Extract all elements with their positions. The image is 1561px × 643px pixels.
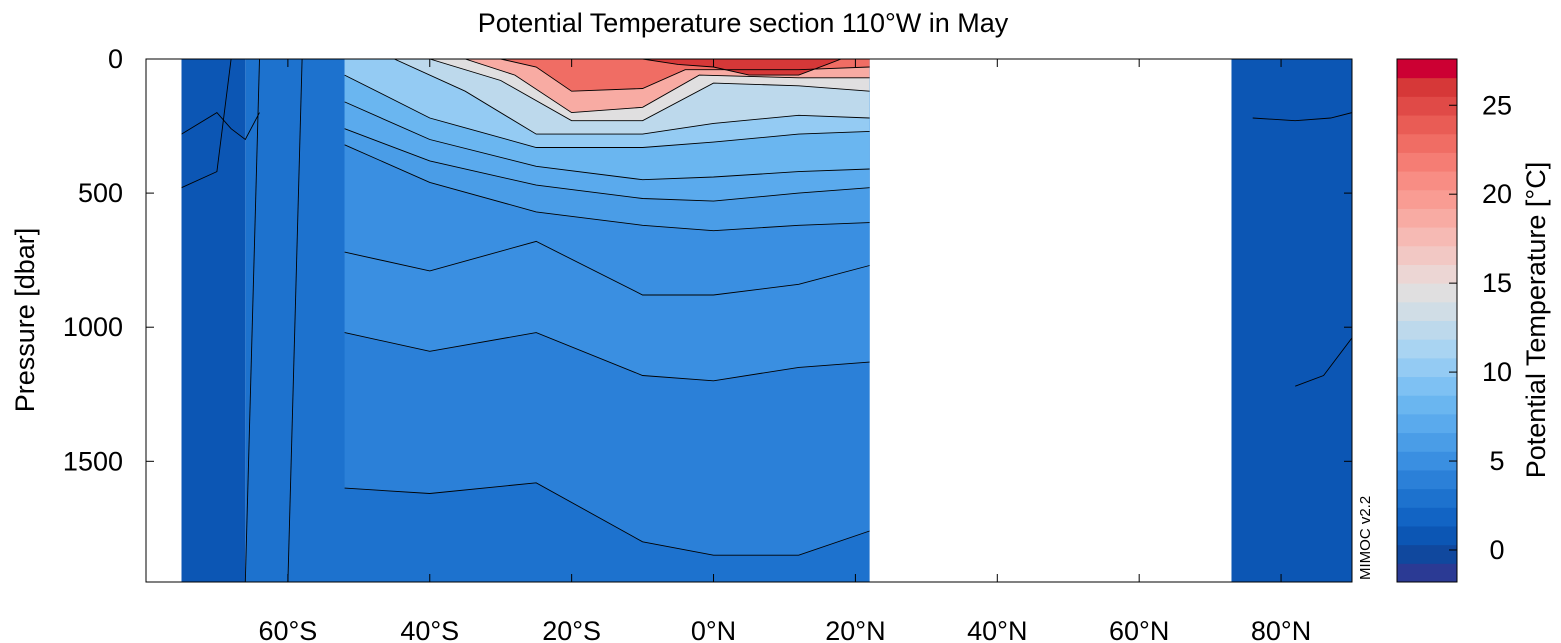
colorbar-swatch xyxy=(1397,301,1457,321)
colorbar-swatch xyxy=(1397,115,1457,135)
colorbar-label: Potential Temperature [°C] xyxy=(1521,162,1551,478)
colorbar-tick-label: 5 xyxy=(1489,446,1504,476)
colorbar-tick-label: 25 xyxy=(1482,90,1512,120)
contour-line xyxy=(181,59,232,189)
contour-line xyxy=(344,101,870,181)
colorbar-swatch xyxy=(1397,507,1457,527)
colorbar-swatch xyxy=(1397,469,1457,490)
contour-line xyxy=(344,74,870,148)
colorbar-swatch xyxy=(1397,451,1457,471)
colorbar-swatch xyxy=(1397,227,1457,247)
colorbar-tick-label: 10 xyxy=(1482,357,1512,387)
land-antarctica xyxy=(146,59,182,582)
colorbar-swatch xyxy=(1397,77,1457,97)
y-tick-label: 500 xyxy=(78,178,123,208)
x-tick-label: 60°S xyxy=(258,616,317,643)
colorbar-tick-label: 0 xyxy=(1489,535,1504,565)
contour-line xyxy=(394,59,870,135)
y-tick-label: 1000 xyxy=(63,312,123,342)
colorbar-swatch xyxy=(1397,152,1457,172)
fill-arctic xyxy=(1231,59,1352,582)
fill-layer xyxy=(642,59,842,76)
colorbar-swatch xyxy=(1397,525,1457,546)
x-tick-label: 20°N xyxy=(825,616,885,643)
colorbar-swatch xyxy=(1397,563,1457,583)
x-tick-label: 40°S xyxy=(400,616,459,643)
colorbar-swatch xyxy=(1397,488,1457,508)
land-mask xyxy=(146,59,1232,582)
land-gap xyxy=(873,59,891,582)
colorbar-swatch xyxy=(1397,357,1457,378)
x-axis: 60°S 40°S 20°S 0°N 20°N 40°N 60°N 80°N xyxy=(258,59,1311,643)
colorbar-swatch xyxy=(1397,171,1457,191)
colorbar: 0 5 10 15 20 25 xyxy=(1396,58,1512,583)
watermark-text: MIMOC v2.2 xyxy=(1357,496,1374,580)
colorbar-swatch xyxy=(1397,133,1457,153)
colorbar-swatch xyxy=(1397,189,1457,209)
contour-line xyxy=(344,128,870,202)
colorbar-tick-label: 20 xyxy=(1482,179,1512,209)
plot-area xyxy=(146,59,1352,582)
colorbar-swatch xyxy=(1397,395,1457,415)
y-tick-label: 0 xyxy=(108,44,123,74)
x-tick-label: 60°N xyxy=(1109,616,1169,643)
colorbar-swatch xyxy=(1397,339,1457,359)
y-tick-label: 1500 xyxy=(63,446,123,476)
contour-line xyxy=(500,59,870,92)
colorbar-swatch xyxy=(1397,432,1457,452)
colorbar-swatch xyxy=(1397,59,1457,79)
x-tick-label: 20°S xyxy=(542,616,601,643)
colorbar-swatch xyxy=(1397,96,1457,116)
contour-line xyxy=(181,112,260,141)
contour-line xyxy=(344,482,870,556)
x-tick-label: 0°N xyxy=(691,616,736,643)
colorbar-swatch xyxy=(1397,283,1457,303)
contour-line xyxy=(344,240,870,296)
colorbar-swatch xyxy=(1397,208,1457,228)
contour-line xyxy=(344,332,870,382)
y-axis: 0 500 1000 1500 xyxy=(63,44,1352,476)
contour-line xyxy=(642,59,842,76)
x-tick-label: 80°N xyxy=(1251,616,1311,643)
land-north-america xyxy=(905,59,1232,582)
fill-southern xyxy=(181,59,246,582)
contour-line xyxy=(429,59,870,122)
y-axis-label: Pressure [dbar] xyxy=(10,228,40,413)
contour-line xyxy=(1295,337,1352,387)
colorbar-swatch xyxy=(1397,320,1457,340)
x-tick-label: 40°N xyxy=(967,616,1027,643)
colorbar-swatch xyxy=(1397,413,1457,434)
colorbar-swatch xyxy=(1397,245,1457,265)
plot-frame xyxy=(145,58,1353,583)
contour-line xyxy=(465,59,870,114)
colorbar-tick-label: 15 xyxy=(1482,268,1512,298)
chart-title: Potential Temperature section 110°W in M… xyxy=(478,8,1009,38)
contour-line xyxy=(344,144,870,232)
contour-line xyxy=(1252,112,1352,122)
colorbar-frame xyxy=(1396,58,1458,583)
colorbar-swatch xyxy=(1397,376,1457,396)
temperature-fill xyxy=(181,59,1352,582)
colorbar-swatch xyxy=(1397,544,1457,564)
colorbar-swatch xyxy=(1397,264,1457,284)
contour-line xyxy=(244,59,260,582)
contour-line xyxy=(287,59,303,582)
